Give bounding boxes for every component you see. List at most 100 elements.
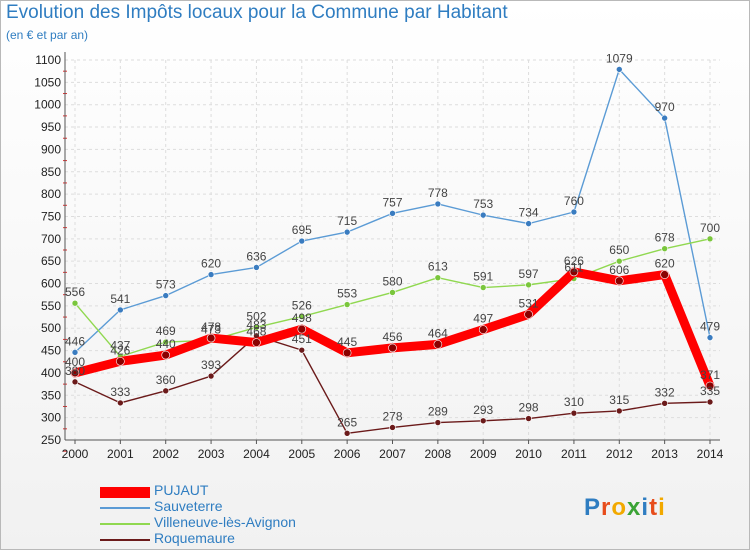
data-label-villeneuve: 678	[655, 231, 675, 245]
point-roquemaure	[570, 409, 578, 417]
series-lines	[70, 66, 715, 437]
data-label-pujaut: 531	[519, 296, 539, 310]
point-villeneuve	[525, 281, 532, 289]
legend-swatch-roquemaure	[100, 539, 150, 541]
point-pujaut	[297, 324, 307, 334]
gridlines	[65, 59, 720, 441]
data-label-pujaut: 426	[110, 343, 130, 357]
point-roquemaure	[162, 387, 170, 395]
x-tick-label: 2003	[198, 447, 225, 461]
point-pujaut	[705, 381, 715, 391]
point-roquemaure	[615, 407, 623, 415]
data-label-pujaut: 606	[609, 263, 629, 277]
point-sauveterre	[434, 200, 442, 208]
data-label-villeneuve: 650	[609, 243, 629, 257]
point-sauveterre	[343, 228, 351, 236]
logo-letter: x	[627, 494, 642, 521]
point-villeneuve	[661, 245, 668, 252]
y-tick-label: 950	[41, 120, 61, 134]
y-tick-label: 450	[41, 344, 61, 358]
data-label-roquemaure: 298	[519, 401, 539, 415]
y-tick-label: 350	[41, 388, 61, 402]
data-label-villeneuve: 613	[428, 260, 448, 274]
point-villeneuve	[162, 338, 170, 346]
point-sauveterre	[298, 237, 306, 245]
data-label-roquemaure: 335	[700, 384, 720, 398]
x-tick-label: 2010	[515, 447, 542, 461]
data-label-roquemaure: 265	[337, 415, 357, 429]
data-label-pujaut: 478	[201, 320, 221, 334]
data-label-villeneuve: 526	[292, 299, 312, 313]
y-tick-label: 900	[41, 142, 61, 156]
x-tick-label: 2001	[107, 447, 134, 461]
data-label-pujaut: 468	[246, 325, 266, 339]
point-sauveterre	[207, 271, 215, 278]
legend-label-sauveterre: Sauveterre	[154, 498, 223, 514]
point-sauveterre	[479, 211, 487, 219]
y-tick-label: 250	[41, 433, 61, 447]
data-label-sauveterre: 715	[337, 214, 357, 228]
y-tick-label: 300	[41, 411, 61, 425]
data-label-roquemaure: 278	[382, 409, 402, 423]
y-tick-label: 750	[41, 209, 61, 223]
point-pujaut	[524, 310, 533, 319]
y-tick-label: 800	[41, 187, 61, 201]
logo-letter: P	[584, 494, 602, 521]
point-sauveterre	[706, 334, 714, 341]
data-label-sauveterre: 753	[473, 197, 493, 211]
data-label-villeneuve: 556	[65, 285, 85, 299]
x-tick-label: 2000	[62, 447, 89, 461]
data-label-sauveterre: 760	[564, 194, 584, 208]
data-label-pujaut: 456	[382, 330, 402, 344]
data-label-roquemaure: 483	[246, 318, 266, 332]
point-pujaut	[116, 357, 125, 366]
data-label-roquemaure: 360	[156, 373, 176, 387]
point-villeneuve	[298, 313, 306, 320]
data-label-roquemaure: 380	[65, 364, 85, 378]
data-label-pujaut: 445	[337, 335, 357, 349]
data-labels: 400 426 440 478 468 498 445 456 464 497 531 626 606 6…	[65, 51, 720, 429]
logo-letter: t	[649, 494, 659, 521]
data-label-pujaut: 400	[65, 355, 85, 369]
y-tick-label: 600	[41, 277, 61, 291]
y-tick-label: 1050	[34, 75, 61, 89]
y-tick-label: 1000	[34, 98, 61, 112]
y-tick-label: 550	[41, 299, 61, 313]
data-label-sauveterre: 573	[156, 278, 176, 292]
data-label-pujaut: 371	[700, 368, 720, 382]
point-sauveterre	[570, 208, 578, 216]
data-label-roquemaure: 310	[564, 395, 584, 409]
data-label-villeneuve: 700	[700, 221, 720, 235]
point-pujaut	[206, 333, 216, 343]
point-pujaut	[569, 267, 579, 277]
data-label-sauveterre: 479	[700, 320, 720, 334]
data-label-sauveterre: 970	[655, 100, 675, 114]
y-tick-label: 500	[41, 321, 61, 335]
data-label-pujaut: 440	[156, 337, 176, 351]
chart-subtitle: (en € et par an)	[6, 28, 89, 42]
point-villeneuve	[615, 257, 623, 265]
axes: 250 300 350 400 450 500 550 600 650 700 750 800 850 9…	[34, 52, 724, 461]
point-pujaut	[478, 325, 488, 334]
data-label-sauveterre: 620	[201, 257, 221, 271]
point-sauveterre	[162, 292, 170, 299]
x-tick-label: 2002	[152, 447, 179, 461]
point-roquemaure	[207, 372, 215, 380]
data-label-sauveterre: 541	[110, 292, 130, 306]
data-label-sauveterre: 446	[65, 334, 85, 348]
legend-label-villeneuve: Villeneuve-lès-Avignon	[154, 514, 296, 530]
data-label-sauveterre: 734	[519, 206, 539, 220]
chart-title: Evolution des Impôts locaux pour la Comm…	[6, 2, 508, 23]
x-tick-label: 2006	[334, 447, 361, 461]
proxiti-logo: Proxiti	[584, 494, 666, 522]
point-roquemaure	[706, 398, 714, 406]
x-tick-label: 2011	[561, 447, 587, 461]
logo-letter: i	[641, 494, 650, 521]
logo-letter: o	[611, 494, 628, 521]
data-label-roquemaure: 289	[428, 405, 448, 419]
point-roquemaure	[479, 417, 487, 425]
data-label-roquemaure: 451	[292, 332, 312, 346]
data-label-villeneuve: 553	[337, 287, 357, 301]
y-tick-label: 1100	[35, 53, 61, 67]
